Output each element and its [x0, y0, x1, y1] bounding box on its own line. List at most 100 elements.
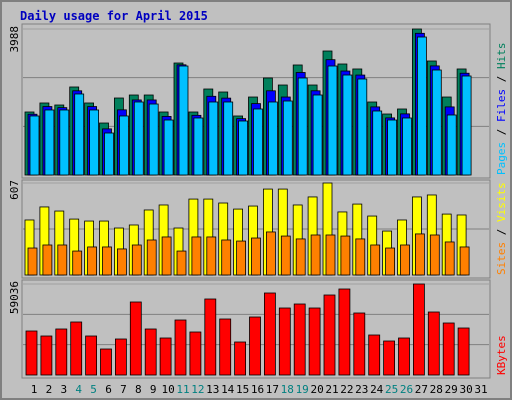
bar: [293, 303, 306, 376]
bar: [385, 247, 396, 276]
bar: [370, 244, 381, 276]
bar: [312, 94, 323, 176]
bar: [87, 246, 97, 276]
bar: [204, 298, 217, 376]
legend-entry: Hits: [495, 43, 508, 70]
legend: KBytes: [495, 335, 508, 375]
bar: [278, 307, 291, 376]
bar: [325, 234, 336, 276]
legend-separator: /: [495, 122, 508, 142]
bar: [400, 244, 410, 276]
x-tick-label: 2: [46, 383, 53, 396]
bar: [342, 74, 353, 176]
legend-entry: Files: [495, 89, 508, 122]
bar: [29, 115, 40, 176]
bar: [459, 246, 470, 276]
bar: [25, 330, 38, 376]
bar: [59, 109, 70, 176]
x-tick-label: 3: [60, 383, 67, 396]
x-tick-label: 11: [176, 383, 189, 396]
x-tick-label: 27: [415, 383, 428, 396]
bar: [357, 78, 368, 176]
bar: [457, 327, 470, 376]
bar: [55, 328, 68, 376]
bar: [89, 109, 99, 176]
bar: [310, 234, 321, 276]
bar: [253, 108, 263, 176]
bar: [431, 69, 442, 176]
bar: [353, 312, 366, 376]
bar: [208, 101, 219, 176]
x-tick-label: 6: [105, 383, 112, 396]
bar: [104, 132, 114, 176]
x-tick-label: 20: [310, 383, 323, 396]
bar: [131, 244, 142, 276]
y-tick-label: 59036: [8, 281, 21, 314]
legend-entry: KBytes: [495, 335, 508, 375]
x-tick-label: 29: [445, 383, 458, 396]
bar: [74, 93, 85, 176]
y-tick-label: 607: [8, 180, 21, 200]
legend-entry: Sites: [495, 242, 508, 275]
legend: Sites / Visits: [495, 182, 508, 275]
bar: [70, 321, 83, 376]
bar: [414, 233, 425, 276]
bar: [368, 334, 381, 376]
bar: [117, 248, 127, 276]
bar: [72, 250, 83, 276]
bar: [327, 65, 338, 176]
bar: [40, 335, 53, 376]
x-tick-label: 14: [221, 383, 235, 396]
bar: [427, 311, 440, 376]
x-tick-label: 26: [400, 383, 413, 396]
legend: Pages / Files / Hits: [495, 43, 508, 176]
bar: [236, 240, 247, 276]
x-tick-label: 9: [150, 383, 157, 396]
bar: [263, 292, 276, 376]
bar: [461, 75, 472, 176]
bar: [100, 348, 112, 376]
bar: [429, 234, 440, 276]
bar: [383, 340, 396, 376]
bar: [85, 335, 97, 376]
bar: [221, 239, 232, 276]
bar: [144, 328, 157, 376]
bar: [402, 117, 412, 176]
bar: [174, 319, 187, 376]
bar: [387, 119, 398, 176]
bar: [265, 231, 276, 276]
bar: [238, 120, 249, 176]
legend-separator: /: [495, 69, 508, 89]
chart-title: Daily usage for April 2015: [20, 9, 208, 23]
bar: [267, 101, 278, 176]
bar: [163, 119, 174, 176]
bar: [206, 236, 217, 276]
bar: [159, 337, 172, 376]
bar: [191, 236, 202, 276]
bar: [193, 117, 204, 176]
bar: [129, 301, 142, 376]
bar: [161, 236, 172, 276]
bar: [340, 235, 351, 276]
bar: [189, 331, 202, 376]
bar: [146, 239, 157, 276]
x-tick-label: 8: [135, 383, 142, 396]
bar: [280, 235, 291, 276]
bar: [295, 238, 306, 276]
x-tick-label: 23: [355, 383, 368, 396]
bar: [372, 110, 383, 176]
x-tick-label: 1: [31, 383, 38, 396]
x-tick-label: 10: [161, 383, 174, 396]
bar: [115, 338, 127, 376]
x-tick-label: 19: [296, 383, 309, 396]
bar: [446, 114, 457, 176]
x-tick-label: 22: [340, 383, 353, 396]
bar: [57, 244, 68, 276]
legend-entry: Visits: [495, 182, 508, 222]
bar: [102, 246, 112, 276]
bar: [297, 77, 308, 176]
x-tick-label: 4: [75, 383, 82, 396]
x-tick-label: 5: [90, 383, 97, 396]
